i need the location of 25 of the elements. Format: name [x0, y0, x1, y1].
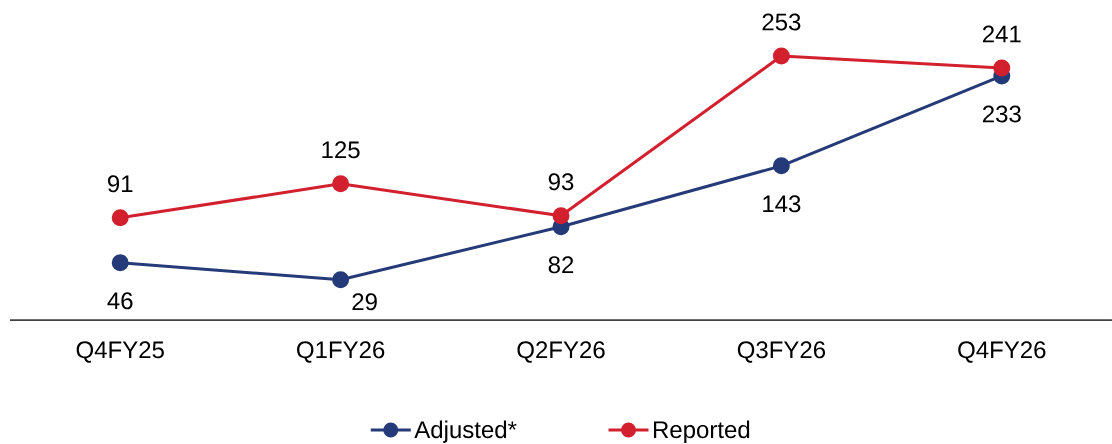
- x-tick-label: Q1FY26: [297, 341, 385, 363]
- data-label: 46: [107, 292, 133, 310]
- point: [111, 254, 129, 272]
- x-tick-label: Q4FY26: [958, 341, 1046, 363]
- legend-label: Adjusted*: [414, 420, 517, 443]
- point: [552, 207, 570, 225]
- point: [111, 209, 129, 227]
- point: [332, 175, 350, 193]
- data-label: 253: [762, 13, 801, 31]
- x-tick-label: Q4FY25: [76, 341, 164, 363]
- data-label: 82: [548, 256, 574, 274]
- point: [772, 47, 790, 65]
- point: [772, 157, 790, 175]
- legend-label: Reported: [653, 420, 750, 443]
- data-label: 91: [107, 175, 133, 193]
- data-label: 93: [548, 173, 574, 191]
- point: [993, 59, 1011, 77]
- data-label: 241: [982, 25, 1021, 43]
- data-label: 143: [763, 195, 801, 213]
- data-label: 29: [352, 293, 377, 311]
- data-label: 125: [322, 141, 360, 159]
- data-label: 233: [982, 105, 1021, 123]
- x-tick-label: Q2FY26: [517, 341, 605, 363]
- point: [332, 271, 350, 289]
- x-tick-label: Q3FY26: [737, 341, 826, 363]
